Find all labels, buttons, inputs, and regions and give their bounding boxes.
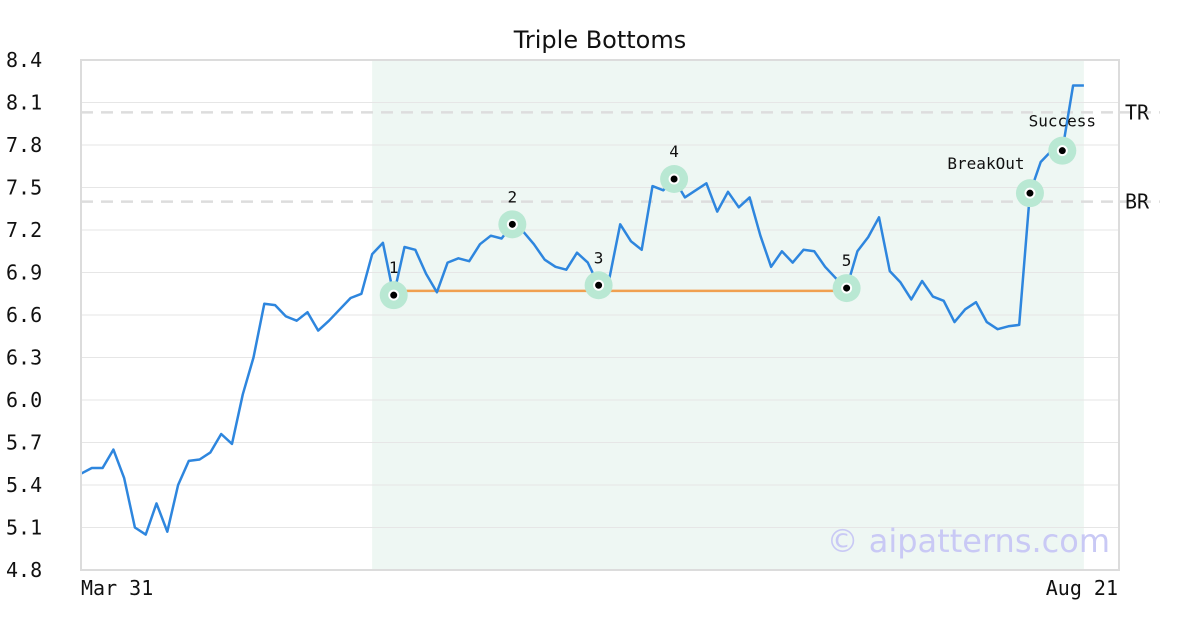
x-tick-end: Aug 21	[1046, 576, 1118, 600]
y-tick-label: 7.8	[6, 133, 42, 157]
level-lines: TR BR	[81, 100, 1160, 214]
y-tick-label: 5.4	[6, 473, 42, 497]
plot-frame	[80, 59, 1120, 571]
y-tick-label: 7.5	[6, 176, 42, 200]
marker-dot-4	[668, 173, 680, 185]
level-label-br: BR	[1125, 190, 1150, 214]
pattern-markers: 1 2 3 4 5 BreakOut Success	[379, 112, 1096, 310]
marker-label-2: 2	[508, 187, 518, 206]
marker-label-success: Success	[1029, 112, 1096, 131]
watermark: © aipatterns.com	[827, 522, 1110, 560]
marker-dot-1	[388, 289, 400, 301]
marker-dot-5	[841, 282, 853, 294]
y-tick-label: 7.2	[6, 218, 42, 242]
x-tick-start: Mar 31	[81, 576, 153, 600]
level-label-tr: TR	[1125, 100, 1150, 124]
marker-dot-2	[506, 218, 518, 230]
marker-dot-3	[593, 279, 605, 291]
y-tick-label: 8.4	[6, 48, 42, 72]
marker-label-breakout: BreakOut	[947, 154, 1024, 173]
y-tick-label: 8.1	[6, 91, 42, 115]
y-tick-label: 4.8	[6, 558, 42, 582]
y-tick-label: 6.9	[6, 261, 42, 285]
marker-label-4: 4	[669, 142, 679, 161]
marker-label-1: 1	[389, 258, 399, 277]
y-tick-label: 6.0	[6, 388, 42, 412]
y-tick-label: 5.1	[6, 516, 42, 540]
marker-label-5: 5	[842, 251, 852, 270]
axes: 4.8 5.1 5.4 5.7 6.0 6.3 6.6 6.9 7.2 7.5 7.8 8.1 8.4	[6, 48, 1120, 582]
price-series	[80, 84, 1084, 536]
chart-title: Triple Bottoms	[513, 26, 687, 54]
y-tick-label: 6.3	[6, 346, 42, 370]
marker-dot-success	[1056, 145, 1068, 157]
grid-lines	[81, 102, 1119, 528]
y-tick-label: 6.6	[6, 303, 42, 327]
marker-label-3: 3	[594, 248, 604, 267]
price-line	[80, 84, 1084, 536]
y-tick-label: 5.7	[6, 431, 42, 455]
marker-dot-breakout	[1024, 187, 1036, 199]
